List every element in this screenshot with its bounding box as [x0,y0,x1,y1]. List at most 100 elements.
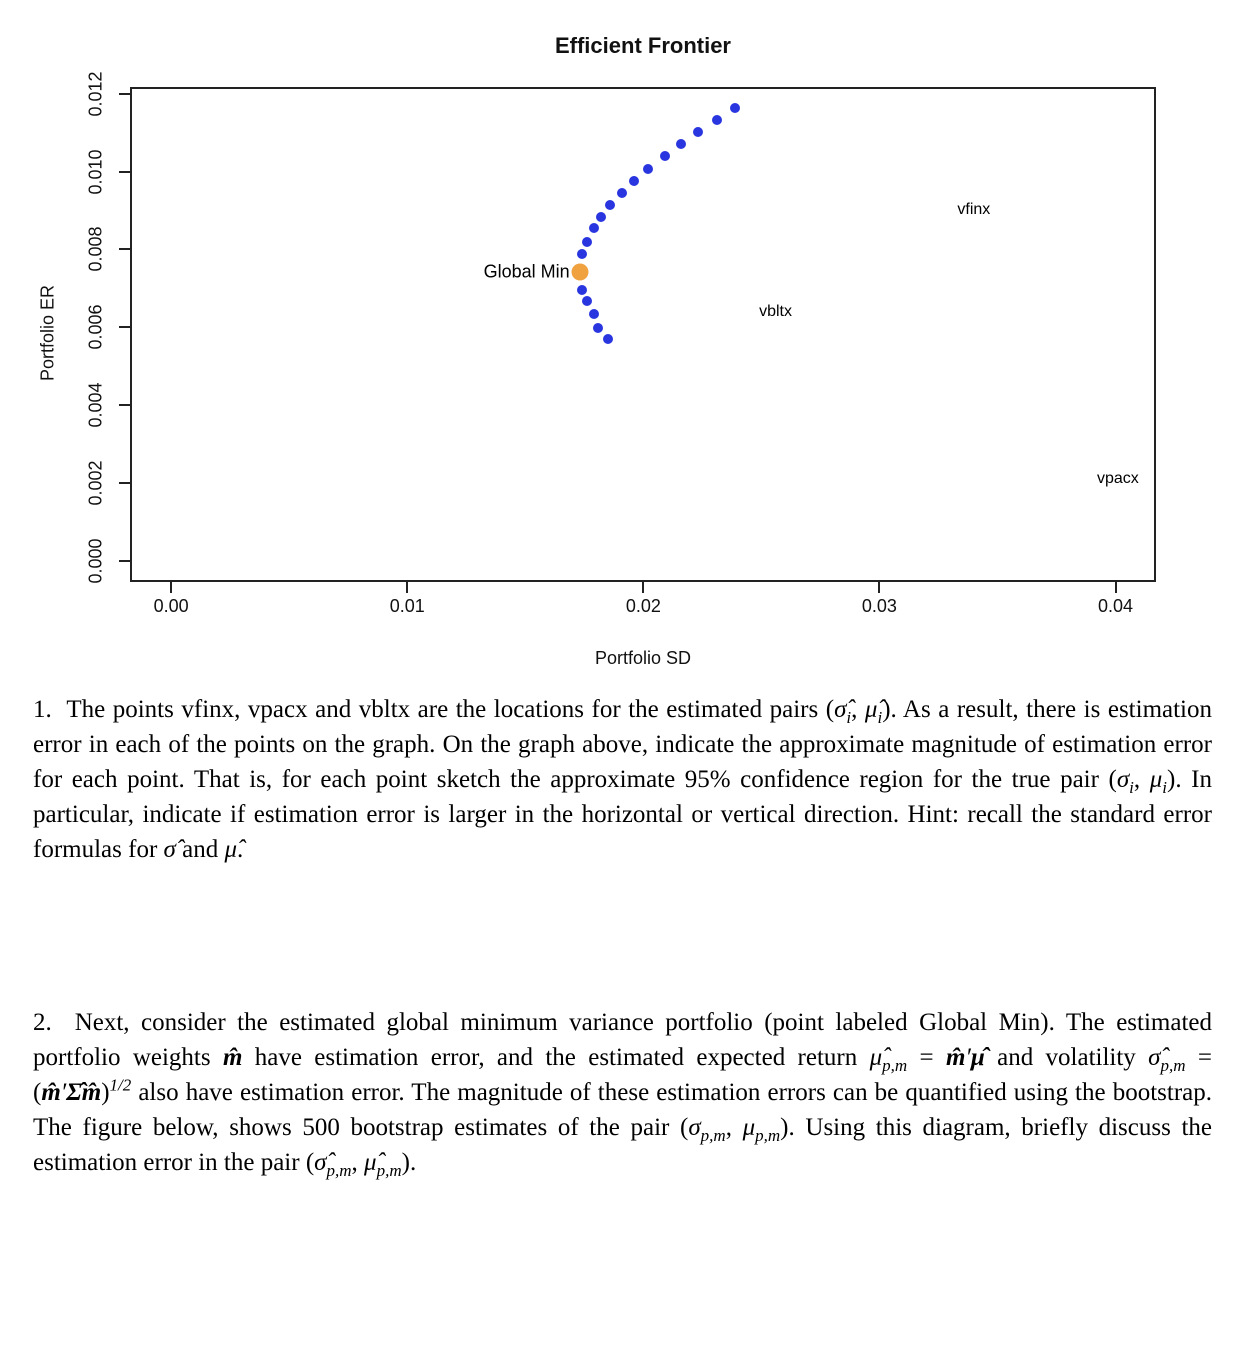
text-run: σ [1116,766,1130,793]
global-minimum-portfolio-point [571,263,589,281]
efficient-frontier-point [602,333,613,344]
text-run: . [237,836,244,863]
text-run: 1/2 [109,1075,132,1095]
text-run: Σ̂ [66,1079,82,1106]
text-run: μ̂ [970,1044,985,1071]
efficient-frontier-point [595,212,606,223]
point-label-vfinx: vfinx [957,201,991,219]
text-run: i [877,708,883,727]
y-axis-tick-label: 0.008 [85,226,106,272]
y-axis-tick [119,326,130,329]
efficient-frontier-point [711,115,722,126]
text-run: , [1133,766,1150,793]
efficient-frontier-point [593,323,604,334]
text-run: p,m [326,1161,352,1180]
text-run: p,m [755,1126,781,1145]
text-run: μ̂ [364,1149,377,1176]
x-axis-title: Portfolio SD [594,648,692,668]
text-run: ′ [965,1044,971,1071]
text-run: ′ [60,1079,67,1106]
text-run: i [1129,778,1134,797]
point-label-global-min: Global Min [483,261,570,282]
text-run: σ̂ [314,1149,327,1176]
text-run: i [846,708,852,727]
efficient-frontier-point [581,236,592,247]
text-run: σ̂ [834,696,847,723]
text-run: p,m [700,1126,726,1145]
text-run: , [851,696,865,723]
text-run: ). As a result, there is estimation erro… [33,696,1213,793]
efficient-frontier-point [659,151,670,162]
plot-box: 0.00 0.01 0.02 0.03 0.04 0.000 0.002 0.004 0.006… [86,71,1156,616]
text-run: p,m [1160,1056,1186,1075]
text-run: m̂ [222,1044,243,1071]
question-2: 2. Next, consider the estimated global m… [33,1005,1212,1180]
efficient-frontier-point [617,187,628,198]
y-axis-tick [119,404,130,407]
x-axis-tick [406,582,409,593]
text-run: and volatility [984,1044,1149,1071]
efficient-frontier-point [581,296,592,307]
efficient-frontier-point [692,127,703,138]
text-run: = [907,1044,946,1071]
y-axis-tick [119,170,130,173]
point-label-vpacx: vpacx [1096,470,1139,488]
text-run: and [175,836,225,863]
efficient-frontier-point [576,284,587,295]
x-axis-tick-label: 0.04 [1097,596,1134,616]
text-run: μ [1149,766,1163,793]
text-run: , [725,1114,743,1141]
text-run: ). Using this diagram, briefly discuss t… [33,1114,1212,1176]
text-run: m̂ [81,1079,102,1106]
questions-section: 1. The points vfinx, vpacx and vbltx are… [0,680,1246,1180]
text-run: p,m [882,1056,908,1075]
efficient-frontier-point [730,102,741,113]
text-run: ). [401,1149,417,1176]
y-axis-tick-label: 0.000 [85,538,106,584]
text-run: σ [688,1114,701,1141]
text-run: p,m [376,1161,402,1180]
text-run: ) [101,1079,110,1106]
y-axis-tick [119,559,130,562]
y-axis-tick-label: 0.002 [85,460,106,506]
point-label-vbltx: vbltx [759,302,792,320]
x-axis-tick [642,582,645,593]
x-axis-tick [170,582,173,593]
y-axis-tick-label: 0.006 [85,304,106,350]
question-1: 1. The points vfinx, vpacx and vbltx are… [33,692,1212,867]
x-axis-tick-label: 0.01 [389,596,425,616]
text-run: 1. The points vfinx, vpacx and vbltx are… [33,696,835,723]
text-run: m̂ [41,1079,61,1106]
chart-title: Efficient Frontier [554,33,731,58]
text-run: 2. Next, consider the estimated global m… [33,1009,1212,1071]
text-run: μ [742,1114,756,1141]
efficient-frontier-point [676,138,687,149]
x-axis-tick-label: 0.02 [625,596,661,616]
y-axis-tick [119,92,130,95]
x-axis-tick-label: 0.00 [153,596,189,616]
text-run: μ̂ [224,836,238,863]
y-axis-tick-label: 0.012 [85,71,106,117]
efficient-frontier-point [588,308,599,319]
x-axis-tick-label: 0.03 [861,596,897,616]
text-run: also have estimation error. The magnitud… [33,1079,1212,1141]
y-axis-title: Portfolio ER [37,284,58,382]
text-run: μ̂ [864,696,878,723]
text-run: σ̂ [163,836,176,863]
y-axis-tick-label: 0.010 [85,149,106,195]
x-axis-tick [1114,582,1117,593]
x-axis-tick [878,582,881,593]
text-run: i [1162,778,1168,797]
y-axis-tick [119,482,130,485]
efficient-frontier-point [605,200,616,211]
efficient-frontier-figure: Efficient Frontier 0.00 0.01 0.02 0.03 0.04 0… [37,33,1156,668]
efficient-frontier-point [628,175,639,186]
text-run: m̂ [945,1044,966,1071]
text-run: σ̂ [1148,1044,1161,1071]
text-run: = ( [33,1044,1212,1106]
y-axis-tick [119,248,130,251]
efficient-frontier-point [576,249,587,260]
text-run: have estimation error, and the estimated… [242,1044,870,1071]
text-run: ). In particular, indicate if estimation… [33,766,1212,863]
